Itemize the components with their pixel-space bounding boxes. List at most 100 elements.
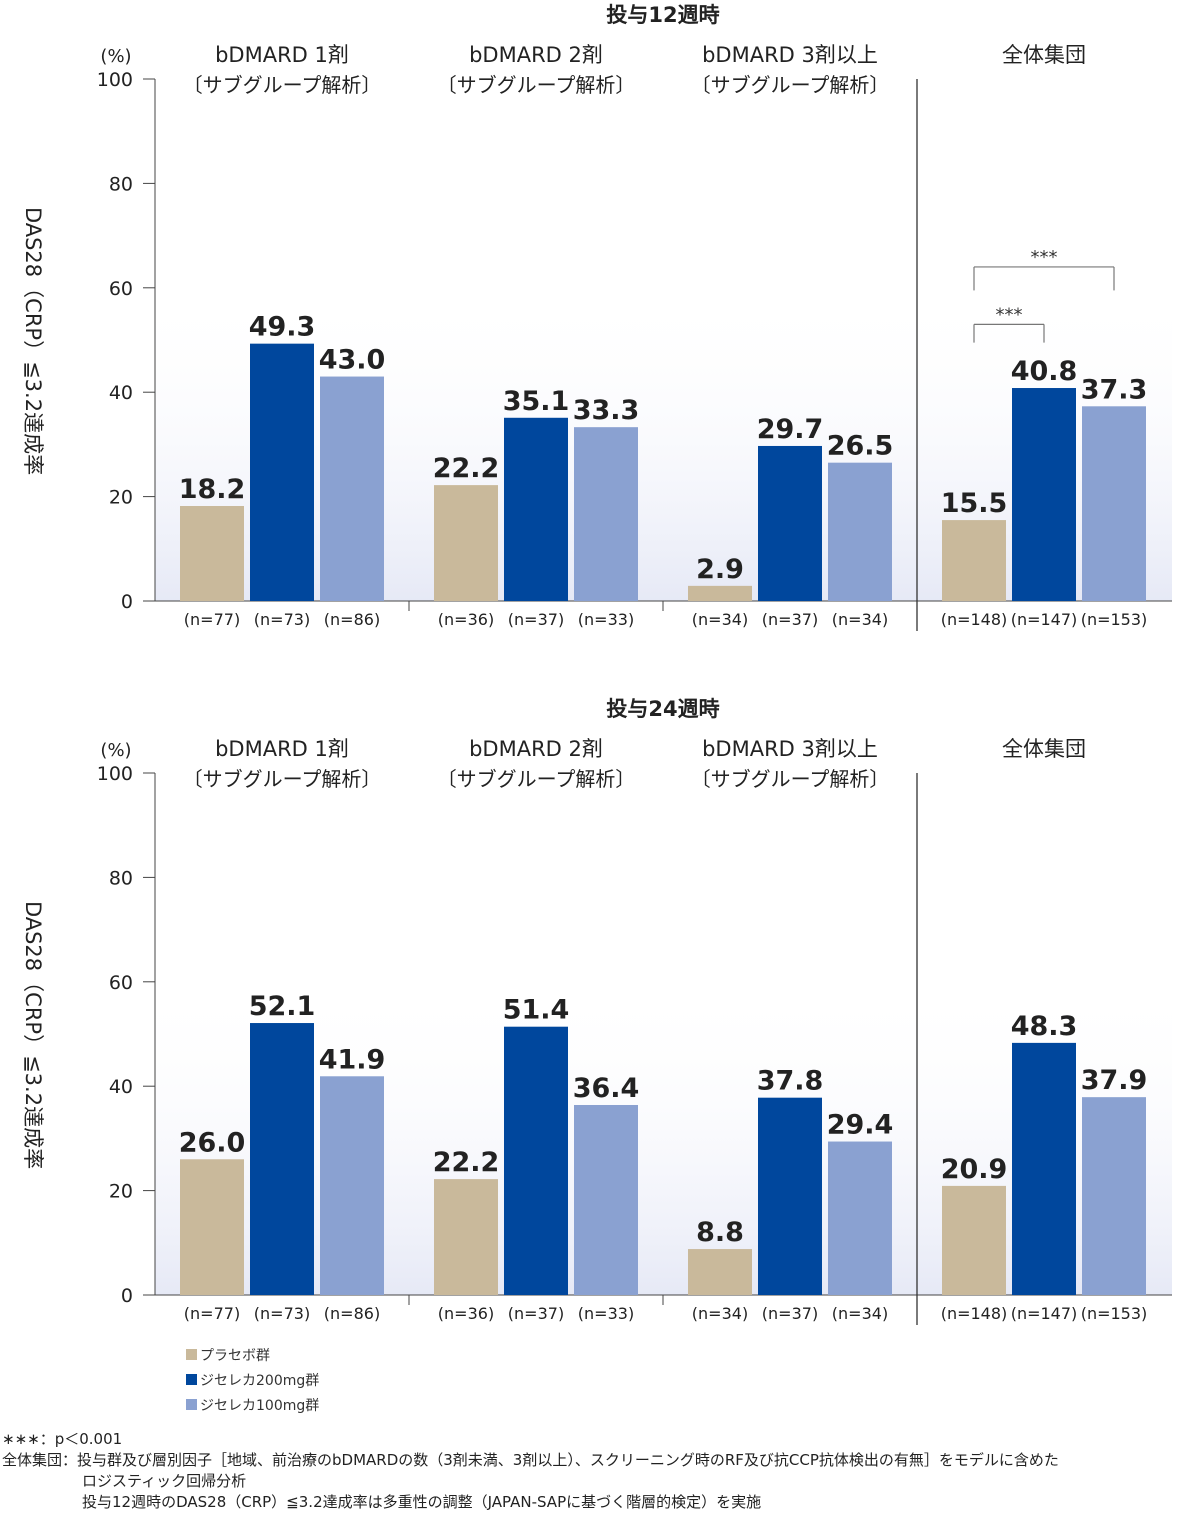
n-label: (n=147) bbox=[1011, 1304, 1078, 1323]
legend-item-placebo: プラセボ群 bbox=[186, 1342, 319, 1367]
bar bbox=[504, 1026, 568, 1295]
n-label: (n=73) bbox=[254, 610, 310, 629]
y-tick-label: 80 bbox=[109, 867, 133, 889]
bar-value-label: 2.9 bbox=[696, 554, 744, 585]
y-tick-label: 20 bbox=[109, 1181, 133, 1203]
n-label: (n=153) bbox=[1081, 610, 1148, 629]
n-label: (n=86) bbox=[324, 610, 380, 629]
bar bbox=[320, 376, 384, 601]
bar bbox=[688, 585, 752, 601]
n-label: (n=37) bbox=[762, 1304, 818, 1323]
chart-title: 投与24週時 bbox=[606, 697, 719, 721]
group-header: bDMARD 2剤 bbox=[469, 43, 603, 67]
group-subheader: 〔サブグループ解析〕 bbox=[183, 73, 382, 97]
y-tick-label: 40 bbox=[109, 1076, 133, 1098]
bar bbox=[758, 445, 822, 601]
bar bbox=[574, 427, 638, 601]
n-label: (n=34) bbox=[832, 1304, 888, 1323]
group-subheader: 〔サブグループ解析〕 bbox=[691, 767, 890, 791]
group-subheader: 〔サブグループ解析〕 bbox=[437, 73, 636, 97]
legend-swatch bbox=[186, 1349, 197, 1360]
n-label: (n=153) bbox=[1081, 1304, 1148, 1323]
footnote-pop-multiplicity: 投与12週時のDAS28（CRP）≦3.2達成率は多重性の調整（JAPAN-SA… bbox=[82, 1493, 762, 1511]
legend-item-200mg: ジセレカ200mg群 bbox=[186, 1367, 319, 1392]
bar bbox=[320, 1076, 384, 1295]
y-axis-unit: (%) bbox=[100, 46, 131, 67]
significance-label: *** bbox=[1031, 247, 1058, 268]
legend-label: ジセレカ100mg群 bbox=[200, 1397, 320, 1414]
footnote-significance: ∗∗∗ ：p＜0.001 bbox=[2, 1429, 1059, 1450]
group-subheader: 〔サブグループ解析〕 bbox=[691, 73, 890, 97]
bar bbox=[1012, 388, 1076, 601]
bar bbox=[574, 1104, 638, 1295]
n-label: (n=37) bbox=[762, 610, 818, 629]
group-header: bDMARD 3剤以上 bbox=[702, 737, 878, 761]
n-label: (n=77) bbox=[184, 1304, 240, 1323]
y-tick-label: 80 bbox=[109, 173, 133, 195]
bar bbox=[250, 1023, 314, 1295]
y-tick-label: 60 bbox=[109, 278, 133, 300]
significance-label: *** bbox=[996, 304, 1023, 325]
bar bbox=[828, 1141, 892, 1295]
n-label: (n=34) bbox=[692, 610, 748, 629]
y-tick-label: 40 bbox=[109, 382, 133, 404]
n-label: (n=148) bbox=[941, 1304, 1008, 1323]
bar bbox=[758, 1097, 822, 1295]
bar-value-label: 22.2 bbox=[433, 1147, 500, 1178]
bar-value-label: 37.3 bbox=[1081, 374, 1148, 405]
n-label: (n=37) bbox=[508, 1304, 564, 1323]
group-header: 全体集団 bbox=[1002, 43, 1086, 67]
bar-value-label: 51.4 bbox=[503, 995, 570, 1026]
bar bbox=[688, 1249, 752, 1295]
n-label: (n=34) bbox=[832, 610, 888, 629]
y-tick-label: 0 bbox=[121, 1285, 133, 1307]
bar bbox=[180, 1159, 244, 1295]
chart-figure: 投与12週時 (%) 0 20 40 60 80 100 DAS28（CRP）≦3.2達成率 bD… bbox=[21, 3, 1172, 1325]
y-axis-unit: (%) bbox=[100, 740, 131, 761]
y-tick-label: 60 bbox=[109, 972, 133, 994]
y-tick-label: 0 bbox=[121, 591, 133, 613]
y-tick-label: 100 bbox=[97, 763, 133, 785]
n-label: (n=77) bbox=[184, 610, 240, 629]
bar-value-label: 26.5 bbox=[827, 431, 894, 462]
bar-value-label: 22.2 bbox=[433, 453, 500, 484]
bar-value-label: 49.3 bbox=[249, 312, 316, 343]
n-label: (n=148) bbox=[941, 610, 1008, 629]
legend-label: プラセボ群 bbox=[200, 1347, 270, 1364]
group-header: bDMARD 1剤 bbox=[215, 43, 349, 67]
footnotes: ∗∗∗ ：p＜0.001 全体集団 ：投与群及び層別因子［地域、前治療のbDMA… bbox=[2, 1429, 1059, 1513]
chart-title: 投与12週時 bbox=[606, 3, 719, 27]
bar bbox=[942, 1185, 1006, 1295]
group-header: bDMARD 2剤 bbox=[469, 737, 603, 761]
n-label: (n=36) bbox=[438, 610, 494, 629]
bar-value-label: 37.8 bbox=[757, 1066, 824, 1097]
bar bbox=[1082, 1097, 1146, 1295]
bar-value-label: 43.0 bbox=[319, 345, 386, 376]
legend-item-100mg: ジセレカ100mg群 bbox=[186, 1392, 319, 1417]
legend-swatch bbox=[186, 1399, 197, 1410]
legend-swatch bbox=[186, 1374, 197, 1385]
bar bbox=[828, 462, 892, 601]
group-subheader: 〔サブグループ解析〕 bbox=[437, 767, 636, 791]
n-label: (n=33) bbox=[578, 1304, 634, 1323]
y-axis-title: DAS28（CRP）≦3.2達成率 bbox=[21, 901, 45, 1169]
n-label: (n=86) bbox=[324, 1304, 380, 1323]
bar bbox=[180, 505, 244, 601]
bar-value-label: 52.1 bbox=[249, 991, 316, 1022]
n-label: (n=36) bbox=[438, 1304, 494, 1323]
group-subheader: 〔サブグループ解析〕 bbox=[183, 767, 382, 791]
bar-value-label: 8.8 bbox=[696, 1217, 744, 1248]
group-header: bDMARD 1剤 bbox=[215, 737, 349, 761]
n-label: (n=34) bbox=[692, 1304, 748, 1323]
y-tick-label: 100 bbox=[97, 69, 133, 91]
bar-value-label: 48.3 bbox=[1011, 1011, 1078, 1042]
bar-value-label: 33.3 bbox=[573, 395, 640, 426]
group-header: bDMARD 3剤以上 bbox=[702, 43, 878, 67]
footnote-sig-label: ∗∗∗ bbox=[2, 1430, 40, 1448]
bar-value-label: 37.9 bbox=[1081, 1065, 1148, 1096]
n-label: (n=33) bbox=[578, 610, 634, 629]
bar-value-label: 26.0 bbox=[179, 1127, 246, 1158]
footnote-pop-text: ：投与群及び層別因子［地域、前治療のbDMARDの数（3剤未満、3剤以上）、スク… bbox=[62, 1451, 1059, 1469]
bar-value-label: 18.2 bbox=[179, 474, 246, 505]
footnote-sig-text: ：p＜0.001 bbox=[39, 1430, 123, 1448]
